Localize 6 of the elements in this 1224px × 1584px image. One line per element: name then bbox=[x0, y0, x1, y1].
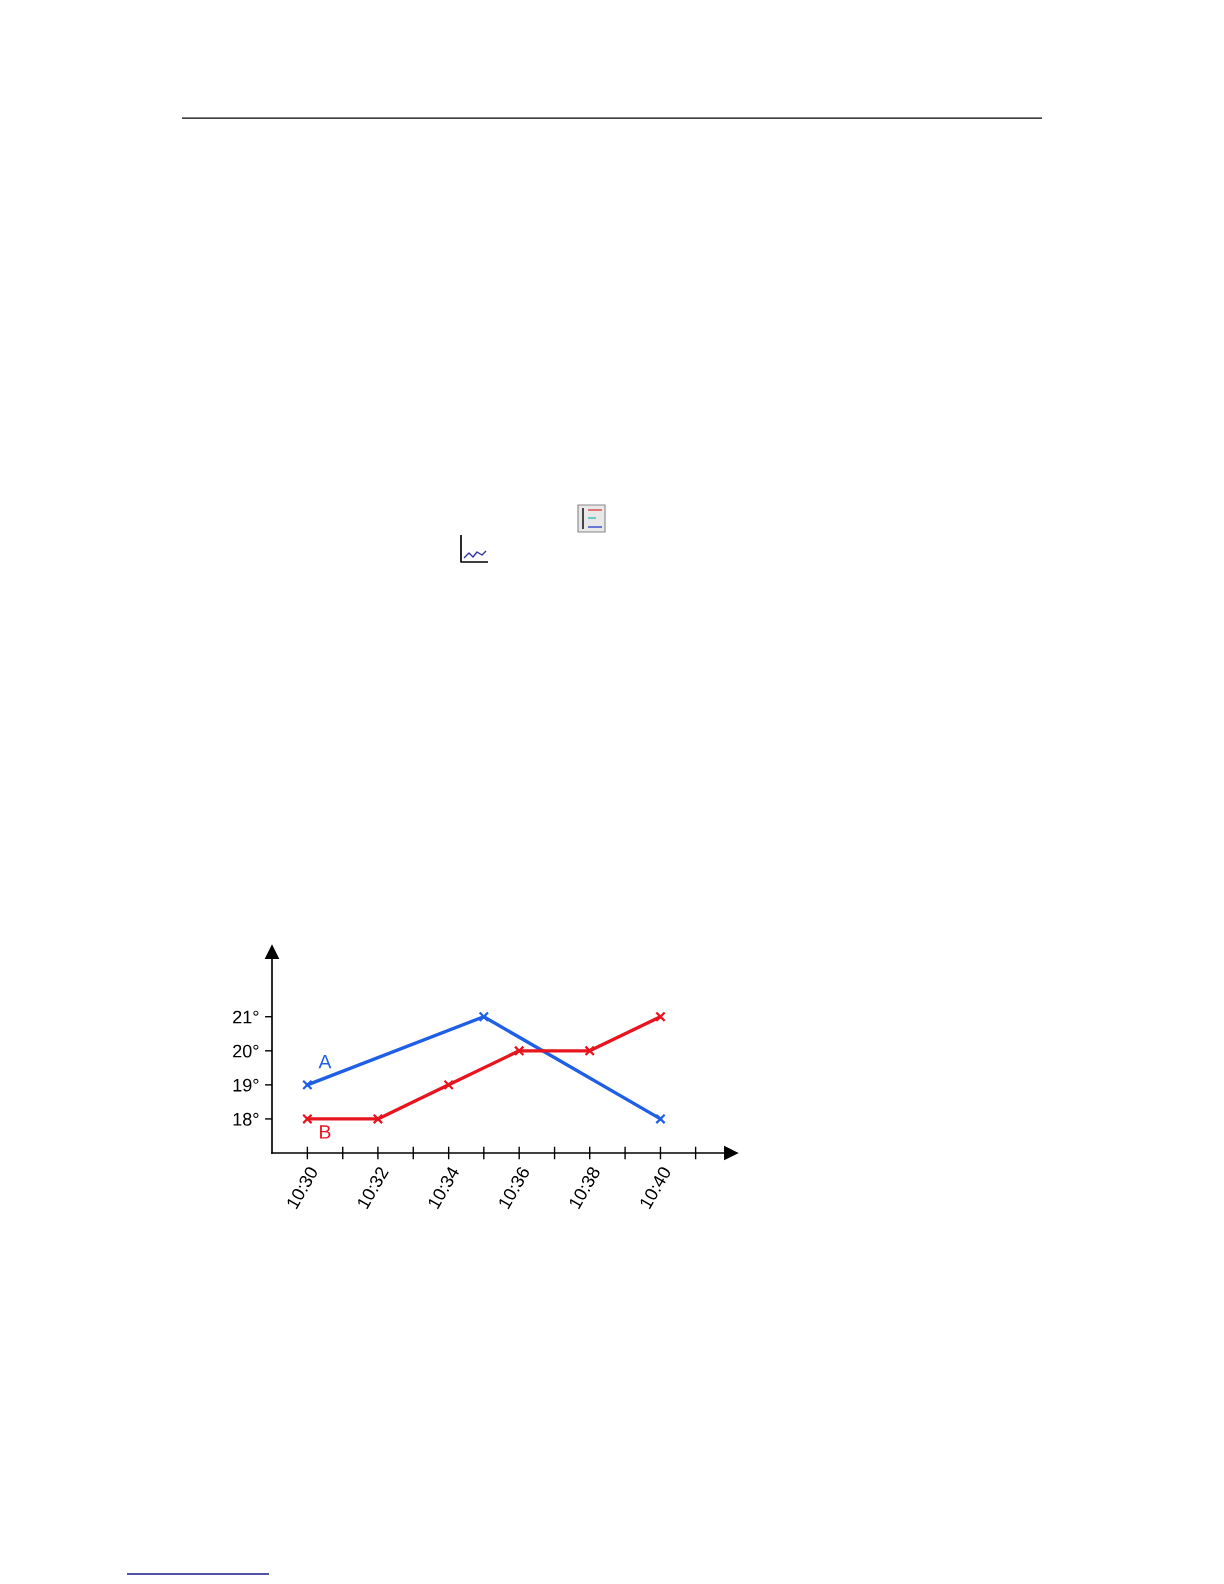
y-tick-label: 21° bbox=[233, 1010, 259, 1024]
y-tick-label: 19° bbox=[233, 1078, 259, 1092]
series-label: A bbox=[318, 1054, 332, 1069]
y-tick-label: 18° bbox=[233, 1112, 259, 1126]
series-label: B bbox=[320, 1125, 331, 1139]
y-tick-label: 20° bbox=[233, 1044, 259, 1058]
